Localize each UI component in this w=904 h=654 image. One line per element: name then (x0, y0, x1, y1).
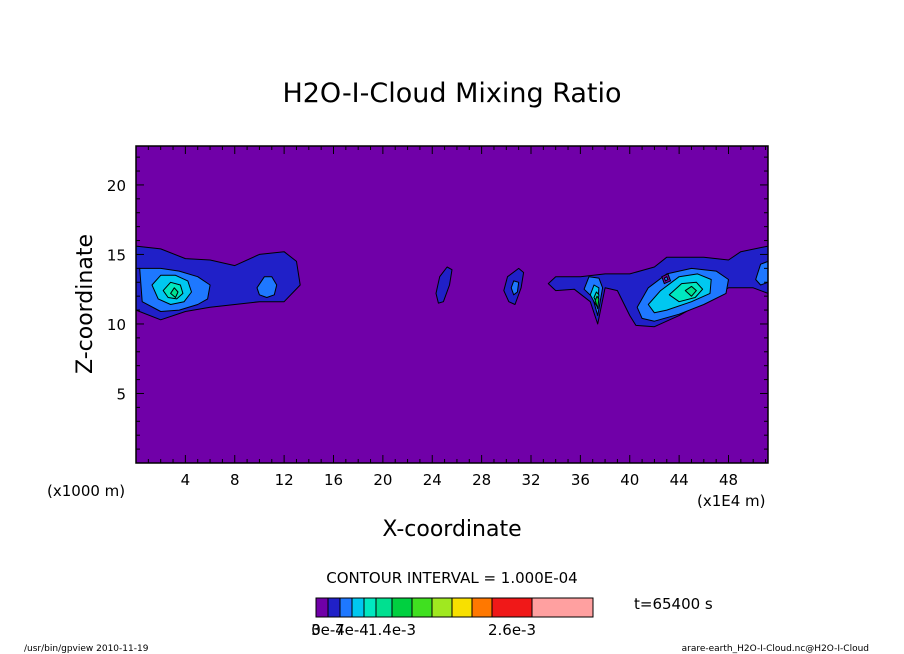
x-tick-label: 40 (620, 471, 639, 489)
x-tick-label: 32 (521, 471, 540, 489)
y-tick-label: 20 (107, 177, 126, 195)
y-axis-label: Z-coordinate (73, 234, 98, 374)
contour-level-2-core-30 (510, 280, 520, 296)
contour-interval-label: CONTOUR INTERVAL = 1.000E-04 (326, 569, 577, 587)
y-tick-label: 15 (107, 246, 126, 264)
colorbar-tick-label: 7e-4 (335, 621, 369, 639)
footer-left: /usr/bin/gpview 2010-11-19 (24, 644, 149, 654)
x-axis-label: X-coordinate (382, 517, 521, 542)
y-tick-label: 5 (116, 385, 126, 403)
contour-level-4-east-4 (668, 281, 704, 303)
colorbar-swatch (391, 597, 413, 618)
contour-level-6-37-6 (594, 295, 600, 310)
colorbar-tick-label: 1.4e-3 (368, 621, 416, 639)
contour-level-5-east-5 (684, 285, 697, 297)
y-tick-label: 10 (107, 316, 126, 334)
x-tick-label: 8 (230, 471, 240, 489)
chart-title: H2O-I-Cloud Mixing Ratio (282, 78, 621, 109)
x-axis-ticks: 4 8 12 16 20 24 28 32 36 40 44 48 (147, 146, 767, 489)
footer-right: arare-earth_H2O-I-Cloud.nc@H2O-I-Cloud (682, 644, 869, 654)
colorbar-swatch (491, 597, 533, 618)
colorbar-swatch (471, 597, 493, 618)
colorbar-swatch (351, 597, 365, 618)
colorbar-tick-label: 0 (311, 621, 321, 639)
contour-level-5-west-5 (170, 287, 179, 298)
x-tick-label: 24 (423, 471, 442, 489)
colorbar-swatch (315, 597, 329, 618)
time-label: t=65400 s (634, 595, 713, 613)
colorbar-tick-label: 3e-4 (311, 621, 345, 639)
x-unit-left: (x1000 m) (47, 482, 125, 500)
x-tick-label: 48 (719, 471, 738, 489)
contour-blue-pocket (663, 275, 669, 282)
x-tick-label: 44 (670, 471, 689, 489)
plot-frame (135, 145, 769, 464)
x-tick-label: 12 (275, 471, 294, 489)
colorbar-swatch (451, 597, 473, 618)
colorbar-swatch (375, 597, 393, 618)
colorbar-swatch (411, 597, 433, 618)
x-tick-label: 4 (181, 471, 191, 489)
x-tick-label: 28 (472, 471, 491, 489)
x-tick-label: 16 (324, 471, 343, 489)
x-tick-label: 20 (373, 471, 392, 489)
colorbar-swatch (363, 597, 377, 618)
colorbar-swatch (431, 597, 453, 618)
colorbar-swatch (339, 597, 353, 618)
plot-area (135, 146, 769, 463)
colorbar: 03e-47e-4 1.4e-3 2.6e-3 (311, 597, 594, 639)
contour-level-1-cloud-24 (435, 266, 453, 304)
x-tick-label: 36 (571, 471, 590, 489)
colorbar-swatch (531, 597, 594, 618)
colorbar-tick-label: 2.6e-3 (488, 621, 536, 639)
y-axis-ticks: 5 10 15 20 (107, 156, 768, 450)
colorbar-swatch (327, 597, 341, 618)
x-unit-right: (x1E4 m) (697, 492, 766, 510)
contour-level-2-core-west-2 (256, 276, 278, 298)
